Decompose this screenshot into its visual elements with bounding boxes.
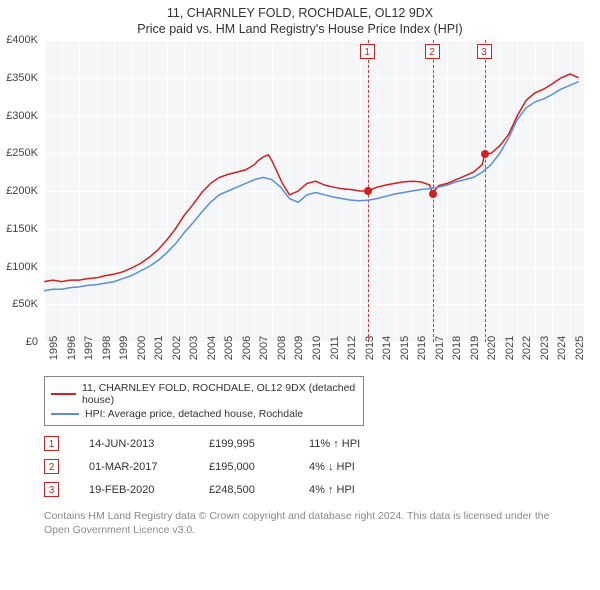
chart-subtitle: Price paid vs. HM Land Registry's House …: [0, 20, 600, 40]
transaction-row: 2 01-MAR-2017 £195,000 4% ↓ HPI: [44, 455, 600, 478]
chart-container: 11, CHARNLEY FOLD, ROCHDALE, OL12 9DX Pr…: [0, 0, 600, 590]
transaction-date: 14-JUN-2013: [89, 438, 179, 450]
y-axis-label: £400K: [6, 34, 38, 46]
transactions-table: 1 14-JUN-2013 £199,995 11% ↑ HPI 2 01-MAR-201…: [44, 432, 600, 501]
transaction-number-box: 3: [44, 482, 59, 497]
price-marker: [429, 190, 437, 198]
y-axis-label: £0: [26, 336, 38, 348]
price-marker: [481, 150, 489, 158]
transaction-price: £199,995: [209, 438, 279, 450]
transaction-hpi-delta: 11% ↑ HPI: [309, 438, 389, 450]
transaction-price: £248,500: [209, 484, 279, 496]
price-marker: [364, 187, 372, 195]
legend-label: HPI: Average price, detached house, Roch…: [85, 408, 303, 420]
transaction-row: 1 14-JUN-2013 £199,995 11% ↑ HPI: [44, 432, 600, 455]
series-line-hpi: [44, 82, 579, 291]
transaction-hpi-delta: 4% ↓ HPI: [309, 461, 389, 473]
y-axis-label: £50K: [12, 298, 38, 310]
transaction-row: 3 19-FEB-2020 £248,500 4% ↑ HPI: [44, 478, 600, 501]
transaction-hpi-delta: 4% ↑ HPI: [309, 484, 389, 496]
transaction-number-box: 1: [44, 436, 59, 451]
y-axis-label: £350K: [6, 72, 38, 84]
y-axis-label: £100K: [6, 261, 38, 273]
legend-item: 11, CHARNLEY FOLD, ROCHDALE, OL12 9DX (d…: [51, 381, 357, 407]
transaction-date: 01-MAR-2017: [89, 461, 179, 473]
legend-swatch: [51, 393, 76, 395]
transaction-number-box: 2: [44, 459, 59, 474]
y-axis-label: £300K: [6, 110, 38, 122]
y-axis-label: £250K: [6, 147, 38, 159]
legend-label: 11, CHARNLEY FOLD, ROCHDALE, OL12 9DX (d…: [82, 382, 357, 406]
y-axis-label: £150K: [6, 223, 38, 235]
line-series-svg: [44, 40, 584, 342]
transaction-price: £195,000: [209, 461, 279, 473]
legend-swatch: [51, 413, 79, 415]
legend: 11, CHARNLEY FOLD, ROCHDALE, OL12 9DX (d…: [44, 376, 364, 426]
series-line-subject: [44, 74, 579, 282]
y-axis-label: £200K: [6, 185, 38, 197]
legend-item: HPI: Average price, detached house, Roch…: [51, 407, 357, 421]
attribution-text: Contains HM Land Registry data © Crown c…: [44, 509, 554, 537]
plot-area: £0£50K£100K£150K£200K£250K£300K£350K£400…: [44, 40, 584, 370]
transaction-date: 19-FEB-2020: [89, 484, 179, 496]
chart-title: 11, CHARNLEY FOLD, ROCHDALE, OL12 9DX: [0, 0, 600, 20]
